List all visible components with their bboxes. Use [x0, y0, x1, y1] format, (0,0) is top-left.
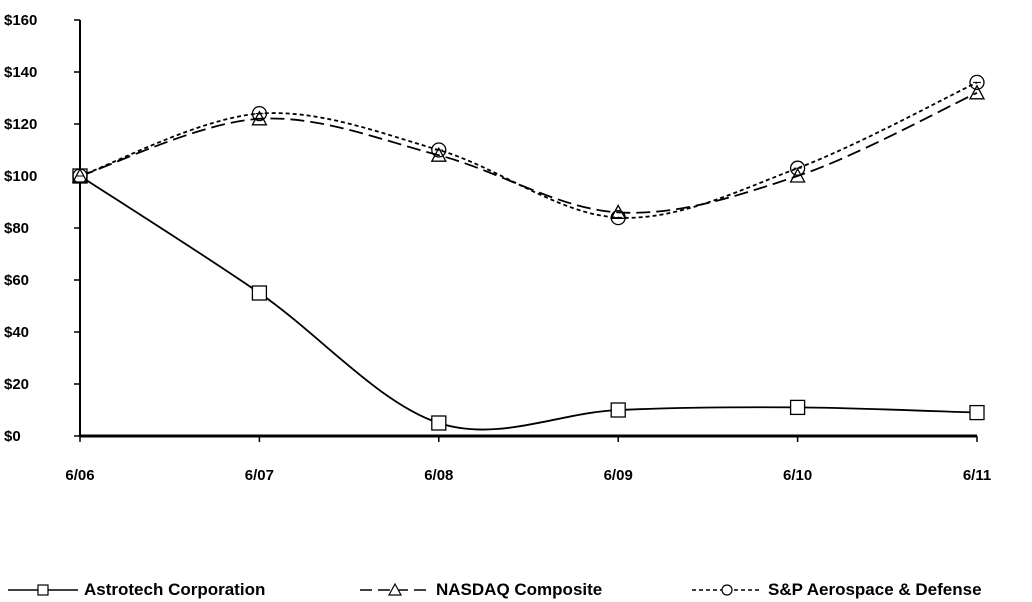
- legend-label-sp-aerospace: S&P Aerospace & Defense: [768, 580, 982, 599]
- legend-label-astrotech: Astrotech Corporation: [84, 580, 266, 599]
- legend-item-nasdaq: NASDAQ Composite: [360, 580, 602, 600]
- data-point-triangle: [789, 167, 806, 183]
- data-point-circle: [610, 209, 626, 226]
- x-tick-label: 6/07: [245, 467, 274, 484]
- x-tick-label: 6/10: [783, 467, 812, 484]
- chart-tick-labels: $0 $20 $40 $60 $80 $100 $120 $140 $160 6/06 6/07 6/…: [4, 12, 991, 484]
- data-point-circle: [251, 105, 268, 122]
- data-point-triangle: [430, 146, 447, 162]
- x-tick-label: 6/08: [424, 467, 453, 484]
- chart-legend: Astrotech Corporation NASDAQ Composite S…: [0, 578, 1032, 602]
- legend-item-sp-aerospace: S&P Aerospace & Defense: [692, 580, 982, 600]
- y-tick-label: $140: [4, 64, 37, 81]
- legend-circle-marker-icon: [692, 584, 762, 596]
- y-tick-label: $100: [4, 168, 37, 185]
- data-point-triangle: [251, 110, 268, 126]
- data-point-circle: [72, 168, 88, 184]
- data-point-circle: [789, 160, 806, 176]
- y-tick-label: $120: [4, 116, 37, 133]
- data-point-circle: [431, 142, 447, 158]
- legend-square-marker-icon: [8, 584, 78, 596]
- series-line-square: [79, 175, 978, 431]
- y-tick-label: $40: [4, 324, 29, 341]
- line-chart: $0 $20 $40 $60 $80 $100 $120 $140 $160 6/06 6/07 6/…: [4, 12, 991, 484]
- data-point-square: [431, 415, 447, 431]
- chart-markers: [71, 74, 986, 431]
- series-line-triangle: [79, 91, 978, 214]
- series-line-circle: [79, 81, 978, 219]
- data-point-square: [610, 402, 626, 418]
- y-tick-label: $160: [4, 12, 37, 29]
- data-point-square: [789, 399, 806, 416]
- x-tick-label: 6/11: [963, 467, 991, 484]
- x-tick-label: 6/09: [604, 467, 633, 484]
- chart-series-lines: [79, 81, 978, 431]
- data-point-square: [251, 285, 268, 301]
- y-tick-label: $20: [4, 376, 29, 393]
- legend-triangle-marker-icon: [360, 583, 430, 596]
- data-point-circle: [969, 74, 985, 91]
- data-point-triangle: [968, 84, 986, 100]
- legend-item-astrotech: Astrotech Corporation: [8, 580, 265, 600]
- chart-axes: [74, 19, 978, 442]
- y-tick-label: $0: [4, 428, 21, 445]
- x-tick-label: 6/06: [65, 467, 94, 484]
- data-point-square: [969, 404, 985, 421]
- legend-label-nasdaq: NASDAQ Composite: [436, 580, 603, 599]
- y-tick-label: $80: [4, 220, 29, 237]
- y-tick-label: $60: [4, 272, 29, 289]
